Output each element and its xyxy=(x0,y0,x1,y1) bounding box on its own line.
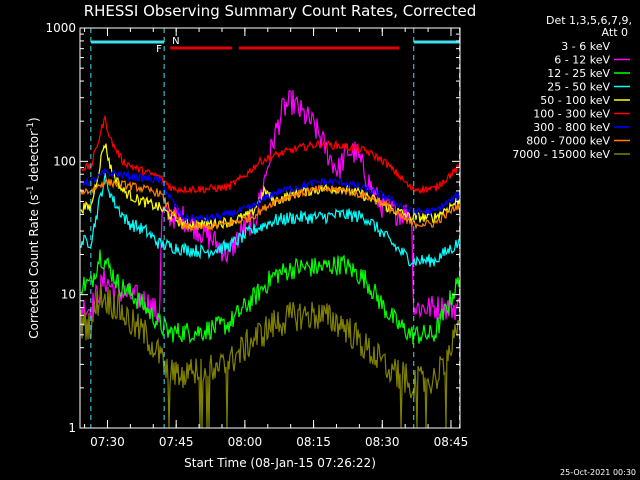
legend-entry-label: 12 - 25 keV xyxy=(547,67,610,80)
series-layer xyxy=(80,90,460,429)
axes-layer: 1 10 100 1000 07:30 07:45 08:00 08:15 08:30 08:45 xyxy=(45,21,468,449)
legend-entry-label: 3 - 6 keV xyxy=(561,40,610,53)
y-tick-label: 100 xyxy=(53,154,76,168)
y-tick-label: 10 xyxy=(61,288,76,302)
series-line-2 xyxy=(80,249,460,345)
legend-attenuator: Att 0 xyxy=(602,26,628,39)
series-line-5 xyxy=(80,114,460,195)
flare-flag-label: F xyxy=(156,44,162,55)
legend-entry-label: 7000 - 15000 keV xyxy=(512,148,610,161)
legend-entry-label: 25 - 50 keV xyxy=(547,81,610,94)
y-tick-label: 1000 xyxy=(45,21,76,35)
legend-entry-label: 300 - 800 keV xyxy=(533,121,610,134)
x-tick-label: 08:30 xyxy=(365,435,400,449)
legend-entry-label: 800 - 7000 keV xyxy=(526,135,610,148)
x-tick-label: 08:00 xyxy=(228,435,263,449)
series-line-6 xyxy=(80,167,460,224)
legend-entry-label: 6 - 12 keV xyxy=(554,54,610,67)
timestamp: 25-Oct-2021 00:30 xyxy=(560,468,636,477)
series-line-7 xyxy=(80,176,460,233)
y-tick-label: 1 xyxy=(68,421,76,435)
plot-frame xyxy=(79,27,461,429)
x-tick-label: 07:30 xyxy=(90,435,125,449)
series-line-4 xyxy=(80,143,460,231)
legend-entry-label: 100 - 300 keV xyxy=(533,108,610,121)
x-tick-label: 07:45 xyxy=(159,435,194,449)
night-flag-label: N xyxy=(172,36,179,47)
legend-header: Det 1,3,5,6,7,9, xyxy=(546,14,632,27)
legend-entry-label: 50 - 100 keV xyxy=(540,94,610,107)
x-tick-label: 08:45 xyxy=(434,435,469,449)
y-axis-label: Corrected Count Rate (s-1 detector-1) xyxy=(26,117,41,338)
x-tick-label: 08:15 xyxy=(296,435,331,449)
series-line-1 xyxy=(80,90,460,323)
series-line-3 xyxy=(80,172,460,268)
chart-title: RHESSI Observing Summary Count Rates, Co… xyxy=(84,2,477,20)
series-line-8 xyxy=(80,283,460,429)
x-axis-label: Start Time (08-Jan-15 07:26:22) xyxy=(184,456,376,470)
